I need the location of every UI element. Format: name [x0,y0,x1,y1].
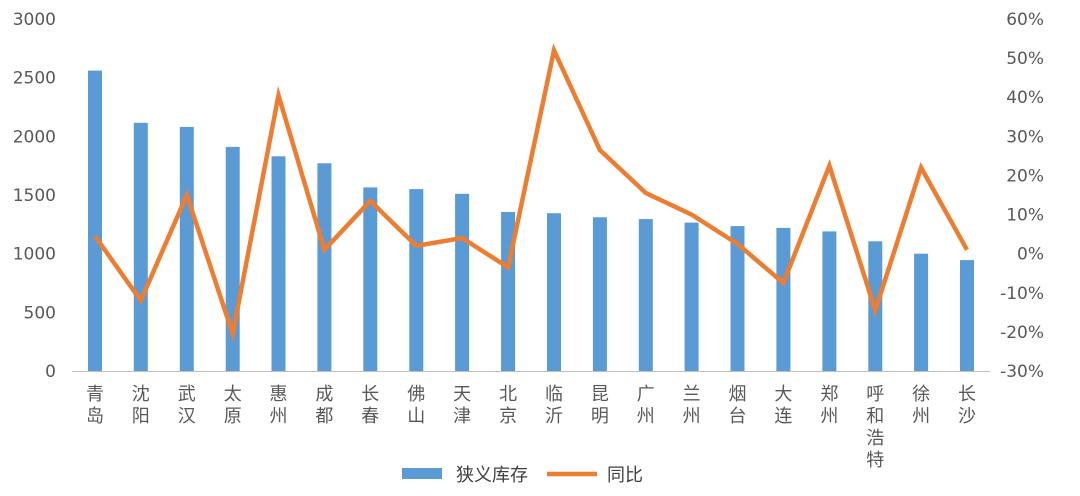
bar-11 [592,217,607,371]
x-tick-label: 北京 [499,384,517,427]
x-tick-label: 兰州 [683,384,701,427]
y-right-tick-label: 20% [1006,166,1044,186]
legend-label-bar: 狭义库存 [456,465,528,486]
y-left-tick-label: 1500 [13,186,56,206]
x-tick-label: 沈阳 [132,384,150,427]
bar-16 [822,231,837,371]
x-tick-label: 郑州 [820,384,838,427]
x-tick-label: 佛山 [407,384,425,427]
y-right-tick-label: 30% [1006,127,1044,147]
y-right-tick-label: 0% [1017,245,1044,265]
y-right-tick-label: 60% [1006,10,1044,30]
y-axis-left: 0 500 1000 1500 2000 2500 3000 [13,10,56,382]
x-tick-label: 武汉 [178,384,196,427]
y-axis-right: -30% -20% -10% 0% 10% 20% 30% 40% 50% 60% [1000,10,1044,382]
x-tick-label: 临沂 [545,384,563,427]
legend-label-line: 同比 [607,465,643,486]
bar-10 [547,213,561,371]
bar-2 [179,126,194,372]
bar-5 [317,163,332,371]
x-tick-label: 烟台 [729,384,747,427]
x-tick-label: 惠州 [270,384,288,427]
bar-1 [133,122,148,371]
bar-8 [455,193,470,371]
x-tick-label: 长沙 [958,384,976,427]
x-tick-label: 天津 [453,384,471,427]
bar-15 [776,227,791,371]
line-path [93,43,969,343]
bar-7 [409,189,424,371]
y-right-tick-label: 50% [1006,49,1044,69]
x-tick-label: 成都 [315,384,333,427]
bar-0 [88,70,102,371]
bar-series [88,70,974,372]
x-tick-label: 广州 [637,384,655,427]
x-tick-label: 青岛 [86,384,104,427]
y-left-tick-label: 3000 [13,10,56,30]
y-right-tick-label: -30% [1000,362,1044,382]
x-tick-label: 呼和浩特 [866,384,884,471]
x-tick-label: 长春 [361,384,379,427]
y-left-tick-label: 500 [24,303,56,323]
legend: 狭义库存 同比 [402,465,643,486]
bar-12 [638,219,653,371]
x-tick-label: 大连 [774,384,792,427]
x-tick-label: 太原 [224,384,242,427]
line-series [93,43,969,343]
x-tick-label: 徐州 [912,384,930,427]
y-right-tick-label: -10% [1000,284,1044,304]
bar-13 [684,222,699,371]
bar-6 [363,187,378,371]
y-right-tick-label: 10% [1006,206,1044,226]
bar-14 [730,226,745,371]
y-left-tick-label: 2000 [13,127,56,147]
y-right-tick-label: -20% [1000,323,1044,343]
legend-swatch-bar [402,468,442,479]
y-left-tick-label: 0 [45,362,56,382]
bar-19 [960,260,974,371]
y-right-tick-label: 40% [1006,88,1044,108]
bar-4 [271,156,286,371]
y-left-tick-label: 2500 [13,69,56,89]
x-tick-label: 昆明 [591,384,609,427]
y-left-tick-label: 1000 [13,245,56,265]
bar-18 [914,253,929,371]
